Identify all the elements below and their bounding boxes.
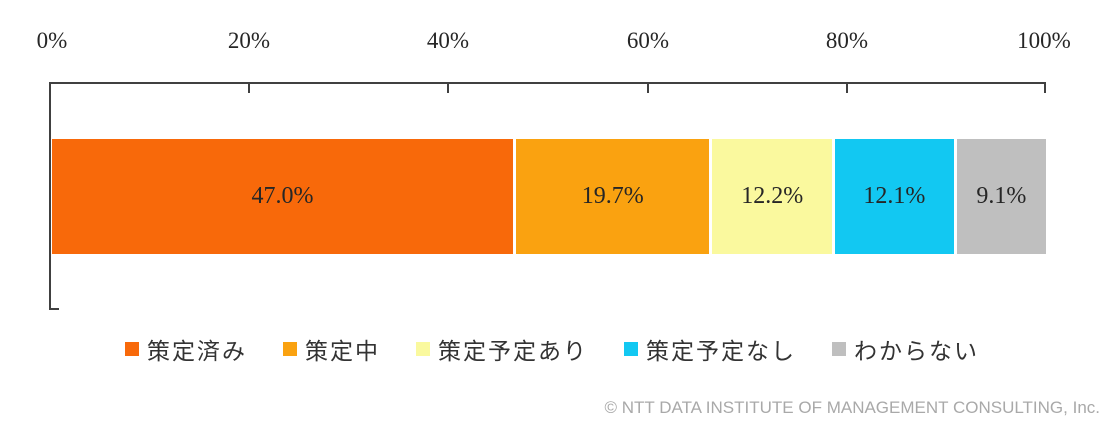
segment-value-label: 12.1% xyxy=(863,183,926,209)
axis-tick-mark xyxy=(1044,84,1046,93)
axis-tick-label-80: 80% xyxy=(825,28,869,53)
legend-swatch-icon xyxy=(283,342,297,356)
segment-value-label: 47.0% xyxy=(251,183,314,209)
axis-tick-label-0: 0% xyxy=(36,28,68,53)
legend-swatch-icon xyxy=(832,342,846,356)
legend-label: わからない xyxy=(854,339,979,364)
legend-swatch-icon xyxy=(125,342,139,356)
legend-label: 策定予定なし xyxy=(646,339,796,364)
segment-value-label: 9.1% xyxy=(976,183,1027,209)
chart-legend: 策定済み 策定中 策定予定あり 策定予定なし わからない xyxy=(0,332,1104,366)
axis-tick-label-100: 100% xyxy=(1017,28,1071,53)
segment-value-label: 19.7% xyxy=(581,183,644,209)
axis-tick-mark-bottom xyxy=(49,308,59,310)
legend-label: 策定済み xyxy=(147,339,247,364)
stacked-bar: 47.0% 19.7% 12.2% 12.1% 9.1% xyxy=(52,139,1046,254)
axis-tick-mark xyxy=(447,84,449,93)
axis-line-left xyxy=(49,82,51,310)
legend-label: 策定予定あり xyxy=(438,339,588,364)
legend-item: 策定予定なし xyxy=(624,332,796,366)
axis-tick-label-40: 40% xyxy=(426,28,470,53)
bar-segment-sakutei-yotei-nashi: 12.1% xyxy=(835,139,954,254)
legend-label: 策定中 xyxy=(305,339,380,364)
legend-item: わからない xyxy=(832,332,979,366)
legend-item: 策定中 xyxy=(283,332,380,366)
legend-item: 策定予定あり xyxy=(416,332,588,366)
axis-tick-label-60: 60% xyxy=(626,28,670,53)
axis-tick-mark xyxy=(248,84,250,93)
axis-line-top xyxy=(50,82,1046,84)
legend-swatch-icon xyxy=(624,342,638,356)
axis-tick-mark xyxy=(846,84,848,93)
bar-segment-sakutei-chuu: 19.7% xyxy=(516,139,710,254)
axis-tick-mark xyxy=(647,84,649,93)
bar-segment-wakaranai: 9.1% xyxy=(956,139,1046,254)
bar-segment-sakutei-zumi: 47.0% xyxy=(52,139,514,254)
legend-item: 策定済み xyxy=(125,332,247,366)
legend-swatch-icon xyxy=(416,342,430,356)
bar-segment-sakutei-yotei-ari: 12.2% xyxy=(712,139,833,254)
copyright-notice: © NTT DATA INSTITUTE OF MANAGEMENT CONSU… xyxy=(604,398,1101,417)
segment-value-label: 12.2% xyxy=(741,183,804,209)
axis-tick-label-20: 20% xyxy=(227,28,271,53)
